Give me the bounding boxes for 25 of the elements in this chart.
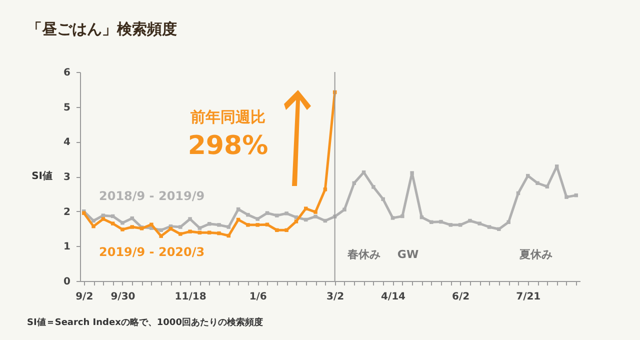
y-tick-label: 4 xyxy=(64,137,71,148)
y-tick-label: 0 xyxy=(64,276,71,288)
x-tick-label: 1/6 xyxy=(249,292,267,302)
y-tick-label: 6 xyxy=(64,68,71,78)
y-tick-label: 3 xyxy=(64,172,71,183)
y-axis-title: SI値 xyxy=(32,170,52,182)
text: SI値＝Search Indexの略で、1000回あたりの検索頻度 xyxy=(27,317,263,328)
annotation: 春休み xyxy=(346,248,380,261)
x-tick-label: 3/2 xyxy=(326,292,344,302)
y-tick-label: 2 xyxy=(64,206,71,218)
x-tick-label: 9/2 xyxy=(76,292,94,302)
annotation: 夏休み xyxy=(518,248,552,261)
series-label: 2019/9 - 2020/3 xyxy=(99,245,205,259)
y-tick-label: 1 xyxy=(64,242,71,253)
x-tick-label: 9/30 xyxy=(110,292,136,302)
x-tick-label: 7/21 xyxy=(516,292,541,302)
x-tick-label: 4/14 xyxy=(380,292,406,302)
x-tick-label: 11/18 xyxy=(174,292,206,302)
series-label: 2018/9 - 2019/9 xyxy=(99,189,205,203)
annotation: 前年同週比 xyxy=(190,108,266,126)
y-tick-label: 5 xyxy=(64,102,71,114)
x-tick-label: 6/2 xyxy=(452,292,470,302)
chart-title: 「昼ごはん」検索頻度 xyxy=(27,20,177,38)
annotation: 298% xyxy=(188,131,268,161)
annotation: GW xyxy=(397,248,419,261)
